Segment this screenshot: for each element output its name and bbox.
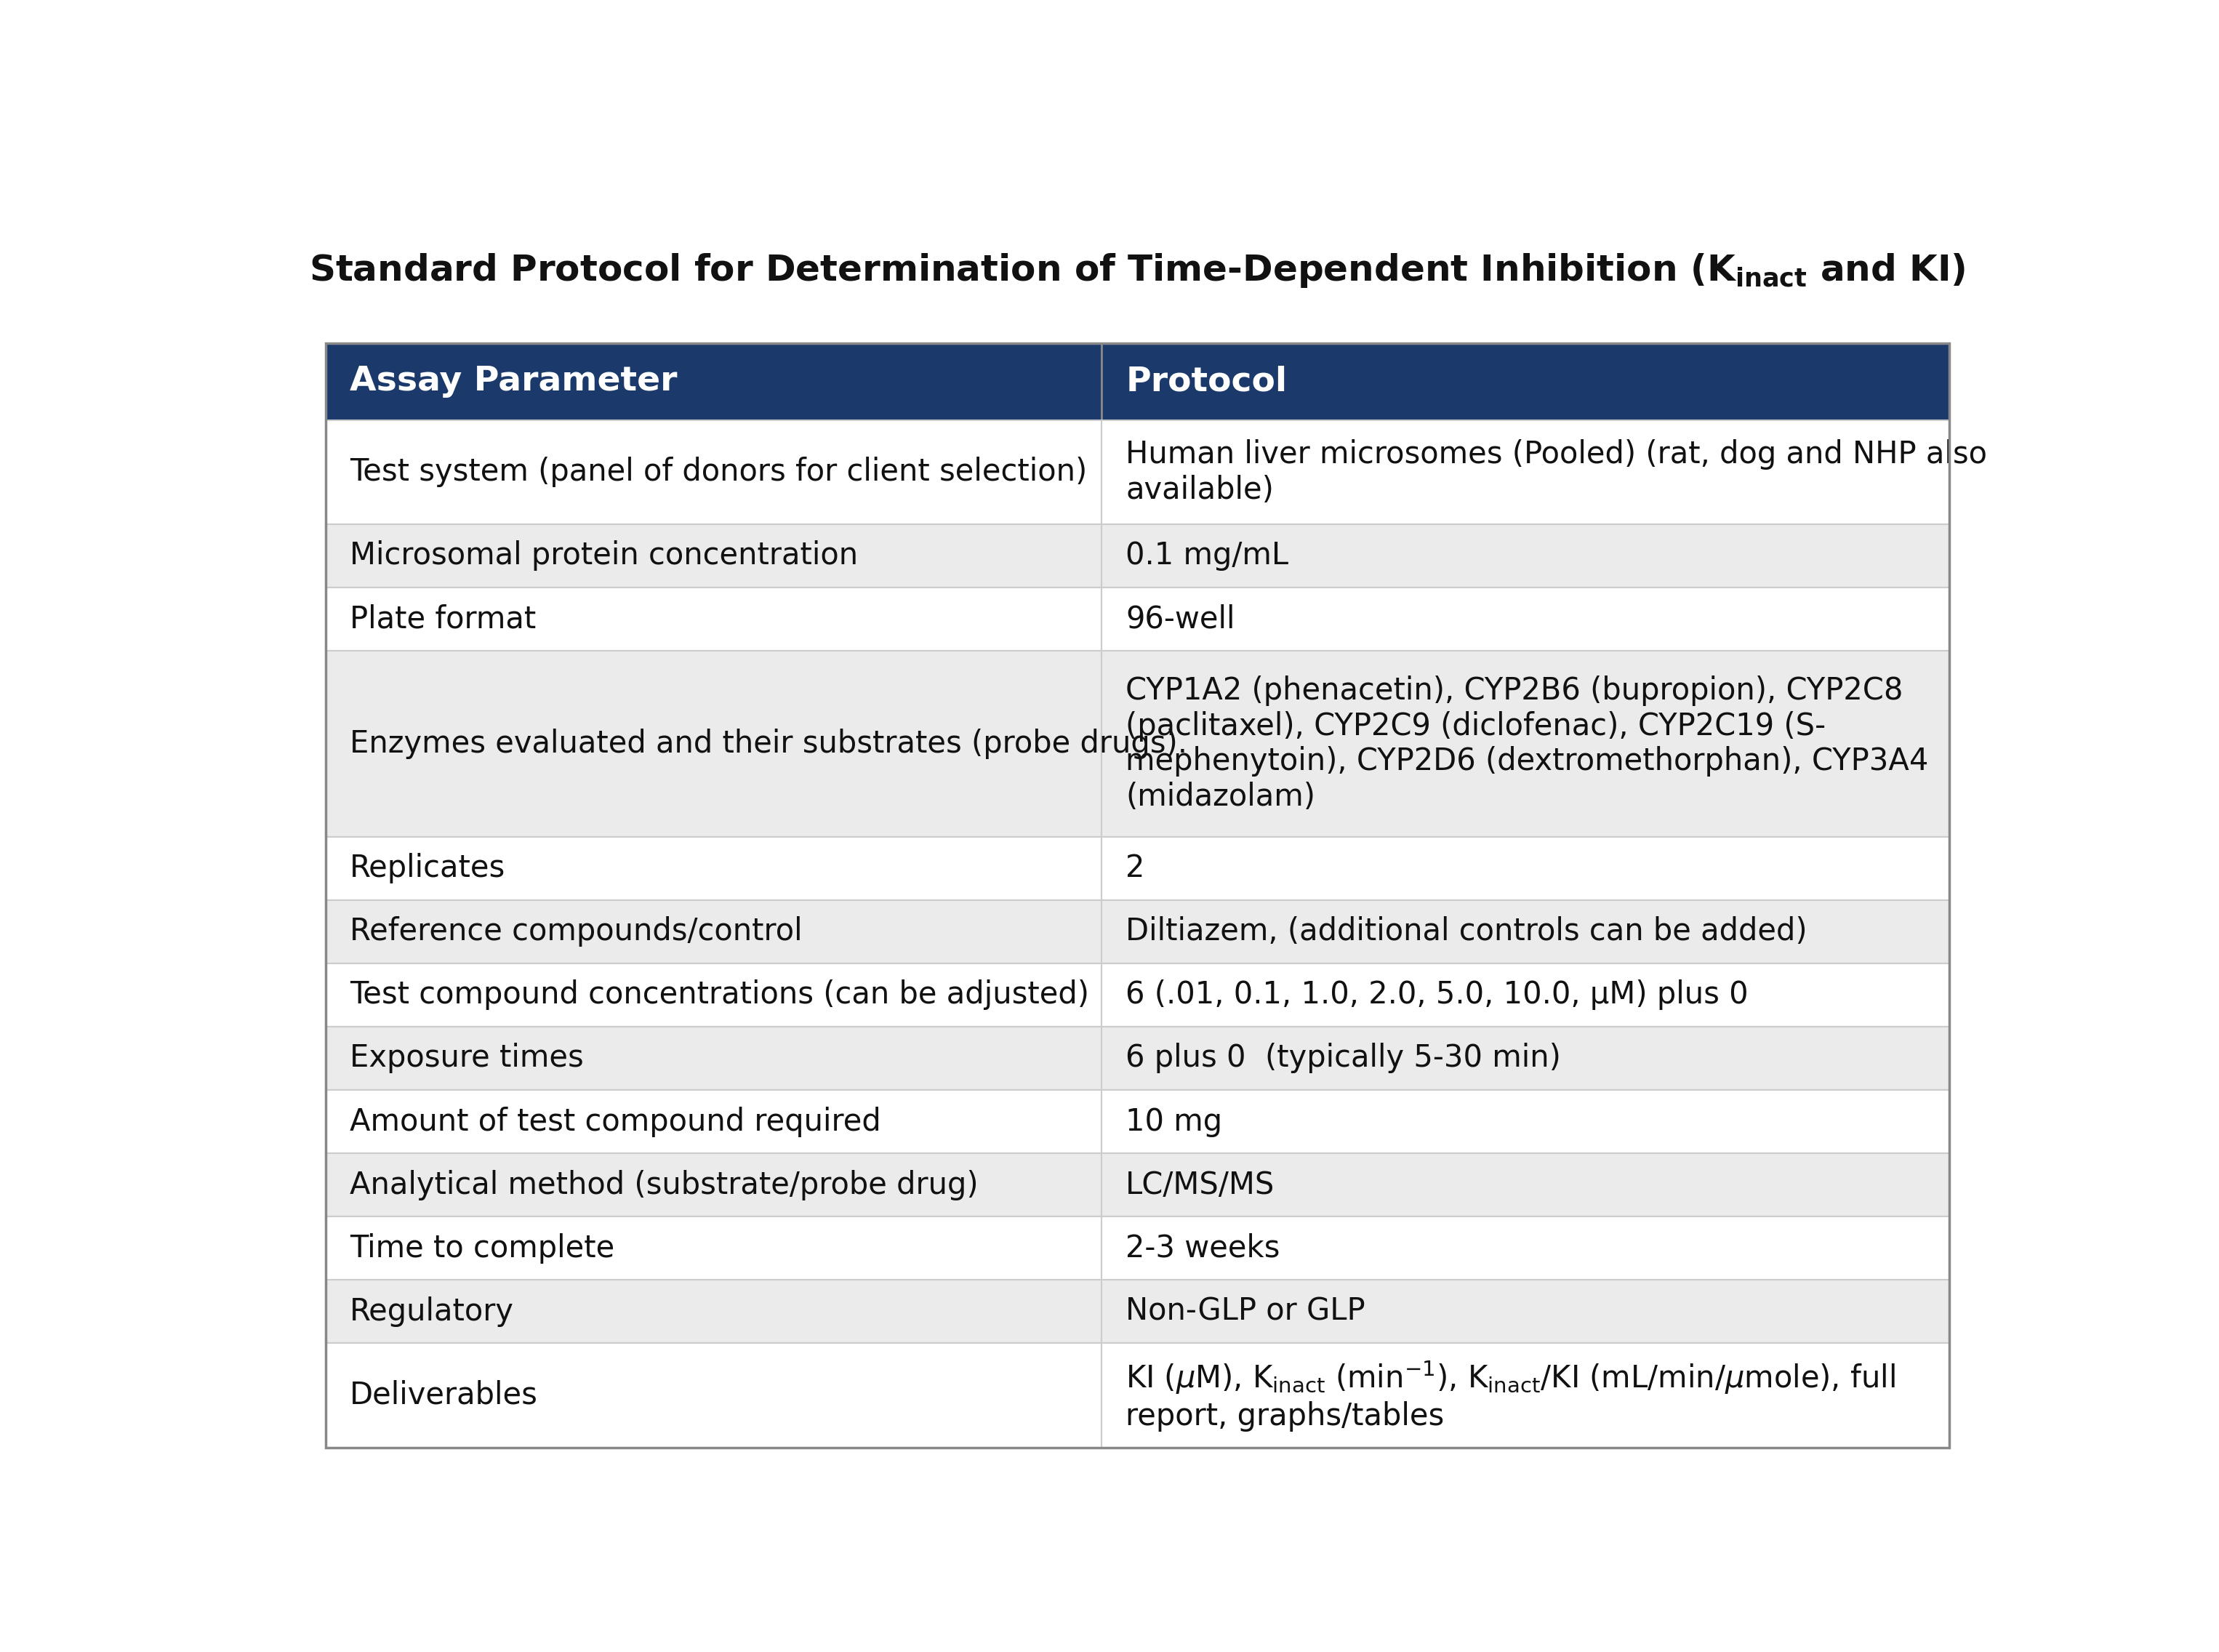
- Bar: [326, 836, 1101, 900]
- Bar: [326, 344, 1948, 1447]
- Text: Protocol: Protocol: [1125, 365, 1287, 398]
- Bar: [1101, 588, 1948, 651]
- Bar: [326, 1280, 1101, 1343]
- Text: Deliverables: Deliverables: [351, 1379, 537, 1411]
- Bar: [326, 1153, 1101, 1216]
- Text: Test compound concentrations (can be adjusted): Test compound concentrations (can be adj…: [351, 980, 1090, 1011]
- Bar: [326, 344, 1101, 420]
- Text: Exposure times: Exposure times: [351, 1042, 584, 1074]
- Text: Replicates: Replicates: [351, 852, 506, 884]
- Text: 6 plus 0  (typically 5-30 min): 6 plus 0 (typically 5-30 min): [1125, 1042, 1560, 1074]
- Text: Time to complete: Time to complete: [351, 1232, 615, 1264]
- Bar: [1101, 1153, 1948, 1216]
- Text: Standard Protocol for Determination of Time-Dependent Inhibition ($\mathbf{K_{in: Standard Protocol for Determination of T…: [308, 251, 1966, 289]
- Bar: [1101, 1026, 1948, 1090]
- Bar: [1101, 420, 1948, 524]
- Bar: [326, 1343, 1101, 1447]
- Text: Microsomal protein concentration: Microsomal protein concentration: [351, 540, 859, 572]
- Text: Analytical method (substrate/probe drug): Analytical method (substrate/probe drug): [351, 1170, 979, 1201]
- Bar: [326, 524, 1101, 588]
- Bar: [326, 1026, 1101, 1090]
- Bar: [1101, 651, 1948, 836]
- Bar: [1101, 1216, 1948, 1280]
- Text: LC/MS/MS: LC/MS/MS: [1125, 1170, 1276, 1201]
- Text: Regulatory: Regulatory: [351, 1297, 515, 1327]
- Text: CYP1A2 (phenacetin), CYP2B6 (bupropion), CYP2C8
(paclitaxel), CYP2C9 (diclofenac: CYP1A2 (phenacetin), CYP2B6 (bupropion),…: [1125, 676, 1928, 813]
- Bar: [326, 588, 1101, 651]
- Bar: [1101, 1280, 1948, 1343]
- Bar: [326, 651, 1101, 836]
- Text: 0.1 mg/mL: 0.1 mg/mL: [1125, 540, 1289, 572]
- Text: Human liver microsomes (Pooled) (rat, dog and NHP also
available): Human liver microsomes (Pooled) (rat, do…: [1125, 439, 1988, 506]
- Bar: [326, 1090, 1101, 1153]
- Text: 2-3 weeks: 2-3 weeks: [1125, 1232, 1280, 1264]
- Bar: [1101, 836, 1948, 900]
- Text: 10 mg: 10 mg: [1125, 1107, 1223, 1137]
- Bar: [1101, 900, 1948, 963]
- Text: 96-well: 96-well: [1125, 605, 1236, 634]
- Bar: [326, 1216, 1101, 1280]
- Bar: [1101, 963, 1948, 1026]
- Bar: [326, 963, 1101, 1026]
- Bar: [326, 420, 1101, 524]
- Text: Reference compounds/control: Reference compounds/control: [351, 917, 803, 947]
- Text: Diltiazem, (additional controls can be added): Diltiazem, (additional controls can be a…: [1125, 917, 1806, 947]
- Text: Assay Parameter: Assay Parameter: [351, 365, 677, 398]
- Text: Enzymes evaluated and their substrates (probe drugs).: Enzymes evaluated and their substrates (…: [351, 729, 1187, 758]
- Text: 2: 2: [1125, 852, 1145, 884]
- Text: Test system (panel of donors for client selection): Test system (panel of donors for client …: [351, 458, 1087, 487]
- Bar: [1101, 1343, 1948, 1447]
- Text: 6 (.01, 0.1, 1.0, 2.0, 5.0, 10.0, μM) plus 0: 6 (.01, 0.1, 1.0, 2.0, 5.0, 10.0, μM) pl…: [1125, 980, 1749, 1011]
- Bar: [1101, 344, 1948, 420]
- Bar: [1101, 1090, 1948, 1153]
- Text: KI ($\mu$M), K$_{\mathrm{inact}}$ (min$^{-1}$), K$_{\mathrm{inact}}$/KI (mL/min/: KI ($\mu$M), K$_{\mathrm{inact}}$ (min$^…: [1125, 1360, 1895, 1431]
- Text: Non-GLP or GLP: Non-GLP or GLP: [1125, 1297, 1365, 1327]
- Bar: [1101, 524, 1948, 588]
- Text: Amount of test compound required: Amount of test compound required: [351, 1107, 881, 1137]
- Bar: [326, 900, 1101, 963]
- Text: Plate format: Plate format: [351, 605, 537, 634]
